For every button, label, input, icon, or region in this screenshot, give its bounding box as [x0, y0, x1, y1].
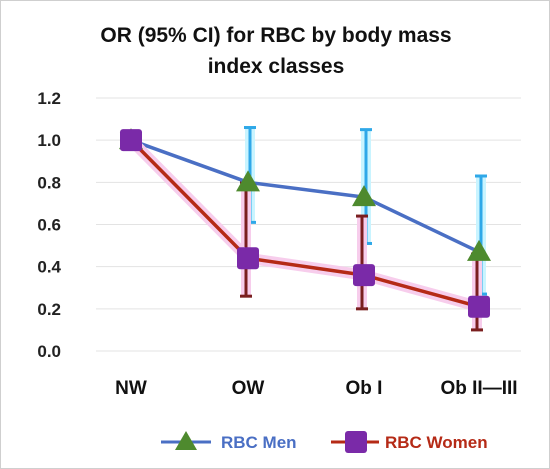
x-axis-ticks: NW OW Ob I Ob II—III [115, 378, 517, 399]
marker-square-women-3 [468, 295, 490, 318]
series-line-1 [129, 138, 480, 309]
x-tick-label-1: OW [232, 378, 265, 399]
series-line-0 [130, 138, 480, 254]
x-tick-label-3: Ob II—III [440, 378, 517, 399]
legend-marker-triangle [175, 431, 197, 450]
y-axis-ticks: 0.0 0.2 0.4 0.6 0.8 1.0 1.2 [37, 89, 61, 361]
y-tick-label-3: 0.6 [37, 216, 61, 235]
marker-triangle-men-1 [236, 170, 260, 192]
marker-triangle-men-2 [352, 185, 376, 207]
chart-title-line-1: OR (95% CI) for RBC by body mass [100, 24, 451, 47]
y-tick-label-2: 0.4 [37, 258, 61, 277]
x-tick-label-0: NW [115, 378, 147, 399]
legend-item-men: RBC Men [161, 431, 297, 452]
marker-square-women-0 [120, 129, 142, 152]
y-tick-label-1: 0.2 [37, 300, 61, 319]
chart-title-line-2: index classes [208, 55, 345, 78]
marker-square-women-1 [237, 247, 259, 270]
legend-item-women: RBC Women [331, 431, 488, 453]
y-tick-label-4: 0.8 [37, 173, 61, 192]
y-tick-label-6: 1.2 [37, 89, 61, 108]
series-line-glow-women [127, 136, 481, 313]
legend-label-women: RBC Women [385, 433, 488, 452]
legend-marker-square [345, 431, 367, 453]
legend-label-men: RBC Men [221, 433, 297, 452]
legend: RBC Men RBC Women [161, 431, 488, 453]
chart-title: OR (95% CI) for RBC by body mass index c… [100, 24, 451, 78]
series-lines [127, 136, 481, 313]
y-tick-label-0: 0.0 [37, 342, 61, 361]
x-tick-label-2: Ob I [346, 378, 383, 399]
series-markers [119, 128, 491, 318]
marker-triangle-men-3 [467, 239, 491, 261]
grid [96, 97, 521, 352]
y-tick-label-5: 1.0 [37, 131, 61, 150]
marker-square-women-2 [353, 264, 375, 287]
